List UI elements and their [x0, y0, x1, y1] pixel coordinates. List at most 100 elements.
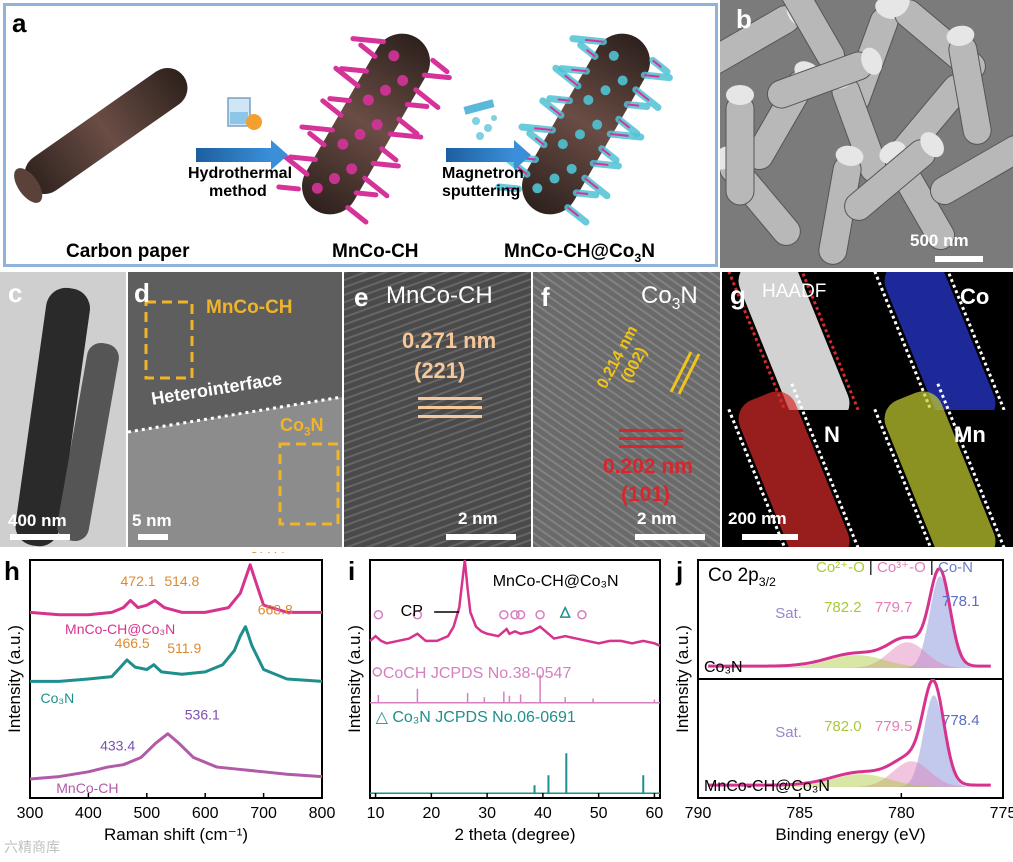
- spike-core: [564, 74, 579, 87]
- fringe: [533, 304, 720, 536]
- magenta-spikes: [276, 36, 452, 225]
- fringe: [535, 272, 720, 432]
- ref1-label: CoCH JCPDS No.38-0547: [383, 665, 572, 682]
- fringe: [344, 351, 531, 491]
- fringe: [551, 272, 720, 409]
- fringe: [533, 281, 720, 513]
- spike: [327, 96, 352, 104]
- fringe: [344, 311, 531, 451]
- fringe: [533, 272, 720, 450]
- nanorod-tip: [920, 132, 944, 158]
- scalebar-f: [635, 534, 705, 540]
- spike-tip: [346, 163, 358, 175]
- x-axis-label: Raman shift (cm⁻¹): [104, 825, 248, 844]
- panel-label-g: g: [730, 280, 746, 310]
- fringe: [533, 395, 720, 547]
- eds-rod-body: [738, 391, 850, 547]
- peak-marker-circle: [373, 609, 384, 620]
- x-tick-label: 700: [250, 805, 277, 822]
- fringe: [344, 377, 531, 517]
- fit-component: [718, 642, 983, 668]
- data-label: 511.9: [167, 640, 201, 656]
- peak-marker-circle: [577, 609, 587, 620]
- panel-b-sem: b 500 nm: [720, 0, 1013, 268]
- spike: [404, 102, 430, 110]
- spike-tip: [575, 129, 585, 140]
- spike-core: [576, 191, 589, 196]
- peak-marker-triangle: [559, 605, 571, 618]
- fringe: [344, 423, 531, 547]
- spike-core: [585, 38, 604, 43]
- spike: [287, 154, 318, 162]
- fringe: [533, 390, 720, 547]
- fringe: [344, 272, 531, 379]
- x-tick-label: 790: [685, 805, 712, 822]
- x-tick-label: 785: [786, 805, 813, 822]
- xrd-pattern: [369, 559, 661, 647]
- scalebar-g: [742, 534, 798, 540]
- spike-tip: [397, 75, 409, 87]
- nanorod: [818, 145, 864, 265]
- spike-core: [549, 105, 562, 117]
- box1-label: MnCo-CH: [206, 297, 293, 318]
- panel-i-xrd: i MnCo-CH@Co₃N CP CoCH JCPDS No.38-0547 △ C…: [340, 552, 670, 862]
- dspacing-e: 0.271 nm: [402, 328, 497, 353]
- title-f: Co3N: [641, 282, 698, 313]
- panel-h-raman: h 677.4 472.1 514.8 668.8 466.5 511.9 536.1 433…: [0, 552, 340, 862]
- panel-a: a: [3, 3, 718, 267]
- spike-core: [593, 162, 609, 166]
- data-label: 668.8: [258, 602, 293, 618]
- spike: [299, 124, 335, 133]
- scale-g: 200 nm: [728, 509, 787, 528]
- eds-map-n: [722, 383, 865, 547]
- cp-label: CP: [401, 603, 423, 620]
- mn-label: Mn: [954, 422, 986, 447]
- scalebar-b: [935, 256, 983, 262]
- fringe: [533, 401, 720, 547]
- fit-component: [718, 761, 983, 787]
- plot-frame: [29, 559, 323, 799]
- fringe: [344, 371, 531, 510]
- eds-map-haadf: [722, 272, 865, 439]
- fringe: [555, 272, 720, 404]
- step3-label: MnCo-CH@Co3N: [504, 241, 655, 265]
- spike: [350, 36, 386, 45]
- spike-core: [557, 98, 570, 102]
- data-label: 514.8: [164, 573, 199, 589]
- panel-label-h: h: [4, 556, 20, 586]
- fringe: [344, 272, 531, 385]
- spike-tip: [583, 94, 594, 105]
- spike-core: [610, 132, 629, 137]
- fringe: [533, 321, 720, 547]
- nanorod: [946, 25, 992, 145]
- fringe: [344, 285, 531, 425]
- plane-e: (221): [414, 358, 466, 383]
- spike-tip: [608, 50, 619, 61]
- spike-core: [644, 74, 660, 78]
- series-line: [29, 732, 323, 781]
- fringe: [344, 384, 531, 523]
- hrtem-d: [128, 272, 342, 547]
- envelope-line: [708, 678, 991, 787]
- fringe: [533, 355, 720, 547]
- spike-tip: [337, 138, 349, 150]
- peak-marker-circle: [412, 609, 423, 620]
- panel-label-d: d: [134, 278, 150, 308]
- nanorod-body: [725, 94, 755, 206]
- scale-c: 400 nm: [8, 511, 67, 530]
- fringe: [533, 275, 720, 507]
- panel-g-eds: g HAADF Co N Mn 200 nm: [722, 272, 1013, 547]
- fringe: [533, 361, 720, 547]
- arrow2-text-2: sputtering: [442, 183, 521, 200]
- nanorod-tip: [861, 47, 883, 75]
- fringe: [344, 344, 531, 484]
- panel-d-hrtem: d MnCo-CH Heterointerface Co3N 5 nm: [128, 272, 342, 547]
- fringe: [533, 424, 708, 547]
- peak-marker-circle: [510, 609, 520, 620]
- panel-f-hrtem: f Co3N 0.214 nm (002) 0.202 nm (101) 2 n…: [533, 272, 720, 547]
- peak-label: 778.1: [942, 593, 980, 610]
- arrow-2: [446, 148, 514, 162]
- spike-tip: [566, 163, 577, 174]
- nanorod: [725, 85, 755, 206]
- spike: [370, 160, 401, 169]
